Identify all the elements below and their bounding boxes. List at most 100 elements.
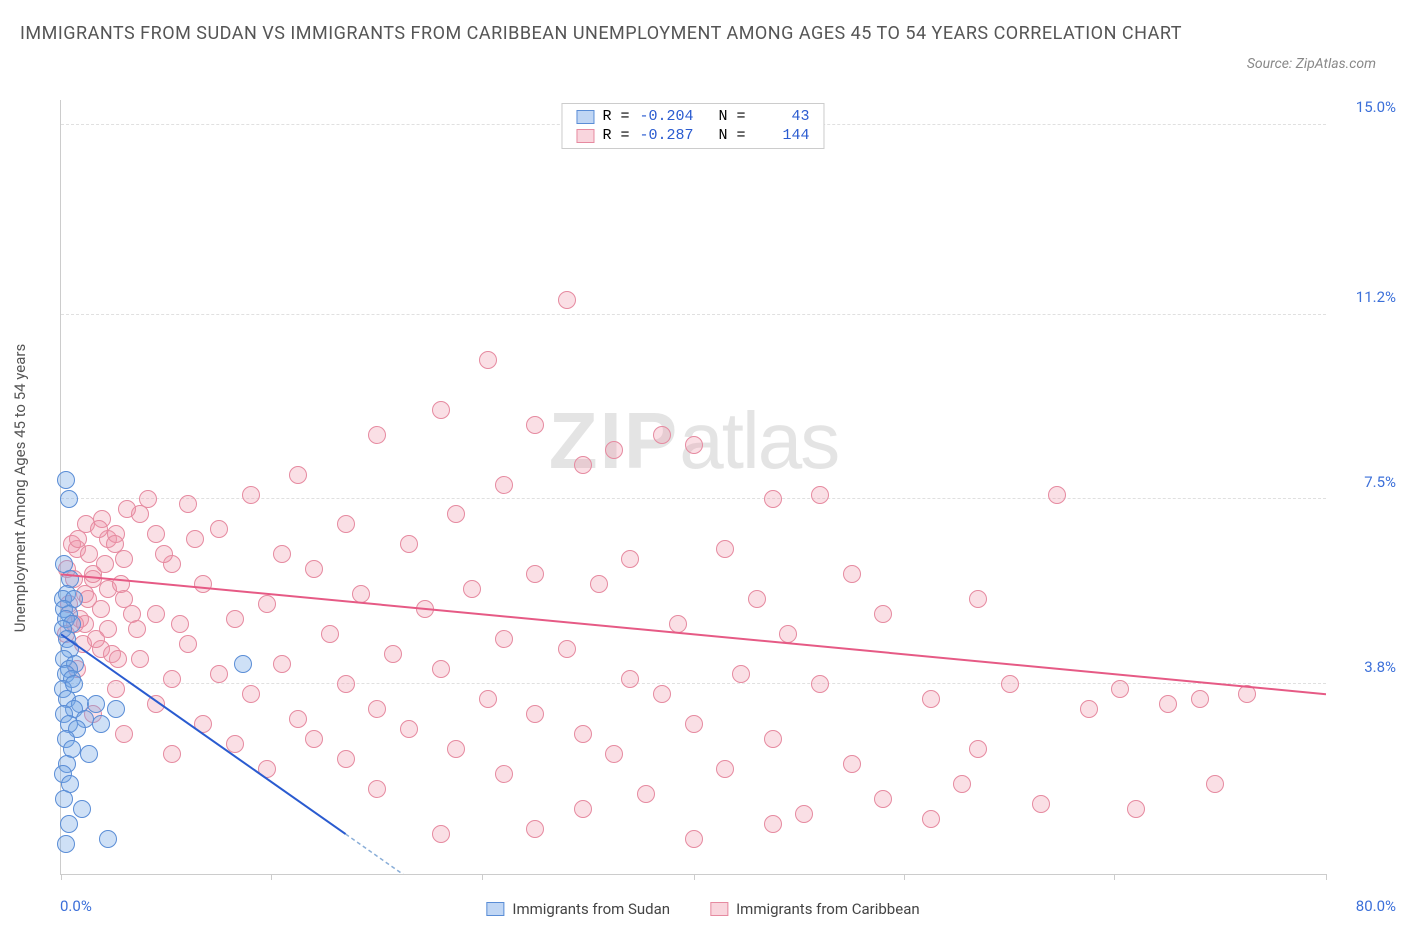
data-point xyxy=(400,535,418,553)
data-point xyxy=(605,745,623,763)
data-point xyxy=(447,740,465,758)
x-tick-mark xyxy=(1326,874,1327,880)
data-point xyxy=(874,790,892,808)
data-point xyxy=(479,351,497,369)
data-point xyxy=(526,565,544,583)
data-point xyxy=(305,560,323,578)
y-tick-label: 7.5% xyxy=(1336,473,1396,491)
data-point xyxy=(352,585,370,603)
data-point xyxy=(55,790,73,808)
data-point xyxy=(179,495,197,513)
data-point xyxy=(764,730,782,748)
data-point xyxy=(526,820,544,838)
data-point xyxy=(234,655,252,673)
data-point xyxy=(574,456,592,474)
data-point xyxy=(1048,486,1066,504)
data-point xyxy=(843,565,861,583)
data-point xyxy=(368,426,386,444)
data-point xyxy=(874,605,892,623)
data-point xyxy=(112,575,130,593)
data-point xyxy=(653,426,671,444)
plot-region: ZIPatlas xyxy=(60,100,1326,875)
stats-row-pink: R = -0.287 N = 144 xyxy=(576,127,809,144)
data-point xyxy=(226,735,244,753)
x-tick-mark xyxy=(271,874,272,880)
data-point xyxy=(526,705,544,723)
y-tick-label: 3.8% xyxy=(1336,658,1396,676)
data-point xyxy=(73,800,91,818)
data-point xyxy=(685,830,703,848)
data-point xyxy=(574,800,592,818)
data-point xyxy=(368,700,386,718)
data-point xyxy=(337,750,355,768)
data-point xyxy=(495,765,513,783)
source-attribution: Source: ZipAtlas.com xyxy=(1247,56,1376,72)
data-point xyxy=(653,685,671,703)
data-point xyxy=(637,785,655,803)
data-point xyxy=(558,291,576,309)
x-tick-mark xyxy=(1114,874,1115,880)
legend-blue: Immigrants from Sudan xyxy=(486,900,670,918)
x-tick-mark xyxy=(904,874,905,880)
data-point xyxy=(179,635,197,653)
data-point xyxy=(432,825,450,843)
data-point xyxy=(139,490,157,508)
data-point xyxy=(1159,695,1177,713)
data-point xyxy=(368,780,386,798)
data-point xyxy=(621,550,639,568)
data-point xyxy=(432,660,450,678)
data-point xyxy=(96,555,114,573)
data-point xyxy=(107,700,125,718)
data-point xyxy=(163,670,181,688)
data-point xyxy=(128,620,146,638)
data-point xyxy=(186,530,204,548)
data-point xyxy=(1001,675,1019,693)
data-point xyxy=(194,575,212,593)
data-point xyxy=(732,665,750,683)
data-point xyxy=(109,650,127,668)
data-point xyxy=(337,515,355,533)
data-point xyxy=(795,805,813,823)
data-point xyxy=(811,486,829,504)
data-point xyxy=(258,595,276,613)
data-point xyxy=(479,690,497,708)
data-point xyxy=(384,645,402,663)
x-tick-mark xyxy=(61,874,62,880)
data-point xyxy=(685,436,703,454)
data-point xyxy=(922,810,940,828)
data-point xyxy=(115,725,133,743)
data-point xyxy=(1127,800,1145,818)
data-point xyxy=(273,545,291,563)
legend: Immigrants from Sudan Immigrants from Ca… xyxy=(486,900,919,918)
data-point xyxy=(764,490,782,508)
data-point xyxy=(57,471,75,489)
data-point xyxy=(131,650,149,668)
data-point xyxy=(400,720,418,738)
data-point xyxy=(99,830,117,848)
data-point xyxy=(106,535,124,553)
data-point xyxy=(65,675,83,693)
data-point xyxy=(1191,690,1209,708)
data-point xyxy=(163,745,181,763)
stats-box: R = -0.204 N = 43 R = -0.287 N = 144 xyxy=(561,103,824,149)
legend-pink: Immigrants from Caribbean xyxy=(710,900,920,918)
data-point xyxy=(107,680,125,698)
data-point xyxy=(321,625,339,643)
data-point xyxy=(432,401,450,419)
data-point xyxy=(92,715,110,733)
data-point xyxy=(716,760,734,778)
gridline xyxy=(61,683,1326,684)
data-point xyxy=(305,730,323,748)
chart-area: ZIPatlas Unemployment Among Ages 45 to 5… xyxy=(60,100,1326,875)
data-point xyxy=(953,775,971,793)
data-point xyxy=(1111,680,1129,698)
data-point xyxy=(526,416,544,434)
data-point xyxy=(669,615,687,633)
swatch-pink-icon xyxy=(576,129,594,143)
x-axis-max: 80.0% xyxy=(1356,897,1396,915)
data-point xyxy=(87,695,105,713)
data-point xyxy=(60,815,78,833)
data-point xyxy=(1238,685,1256,703)
data-point xyxy=(57,835,75,853)
gridline xyxy=(61,314,1326,315)
